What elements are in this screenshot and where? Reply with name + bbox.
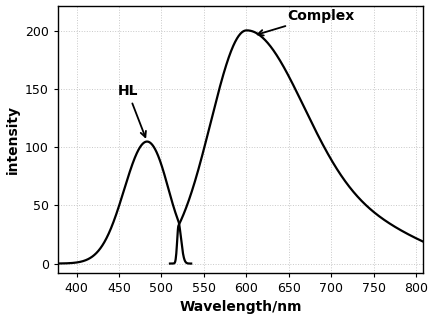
Text: HL: HL [117,84,146,137]
X-axis label: Wavelength/nm: Wavelength/nm [179,300,302,315]
Y-axis label: intensity: intensity [6,105,20,174]
Text: Complex: Complex [258,9,354,36]
